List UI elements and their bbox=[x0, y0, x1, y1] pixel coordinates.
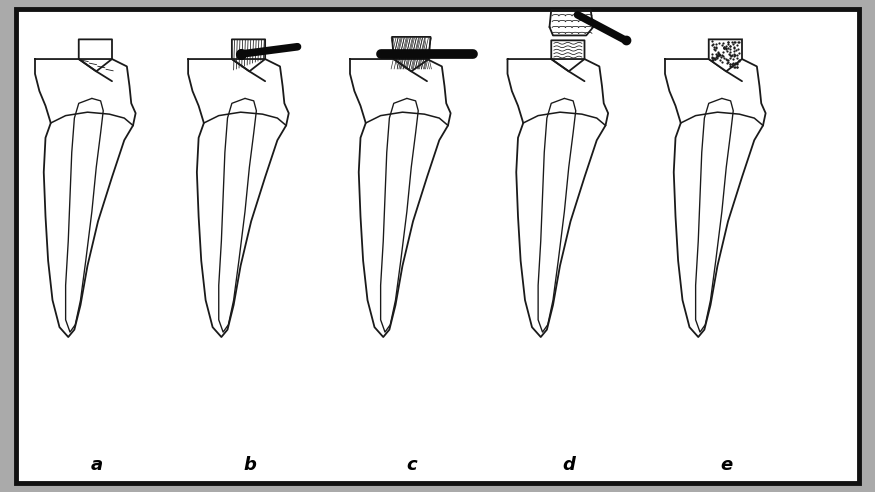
Polygon shape bbox=[709, 39, 742, 71]
Text: d: d bbox=[563, 456, 575, 474]
Text: c: c bbox=[406, 456, 416, 474]
FancyBboxPatch shape bbox=[16, 9, 859, 483]
Text: b: b bbox=[243, 456, 256, 474]
Text: e: e bbox=[720, 456, 732, 474]
Text: a: a bbox=[90, 456, 102, 474]
